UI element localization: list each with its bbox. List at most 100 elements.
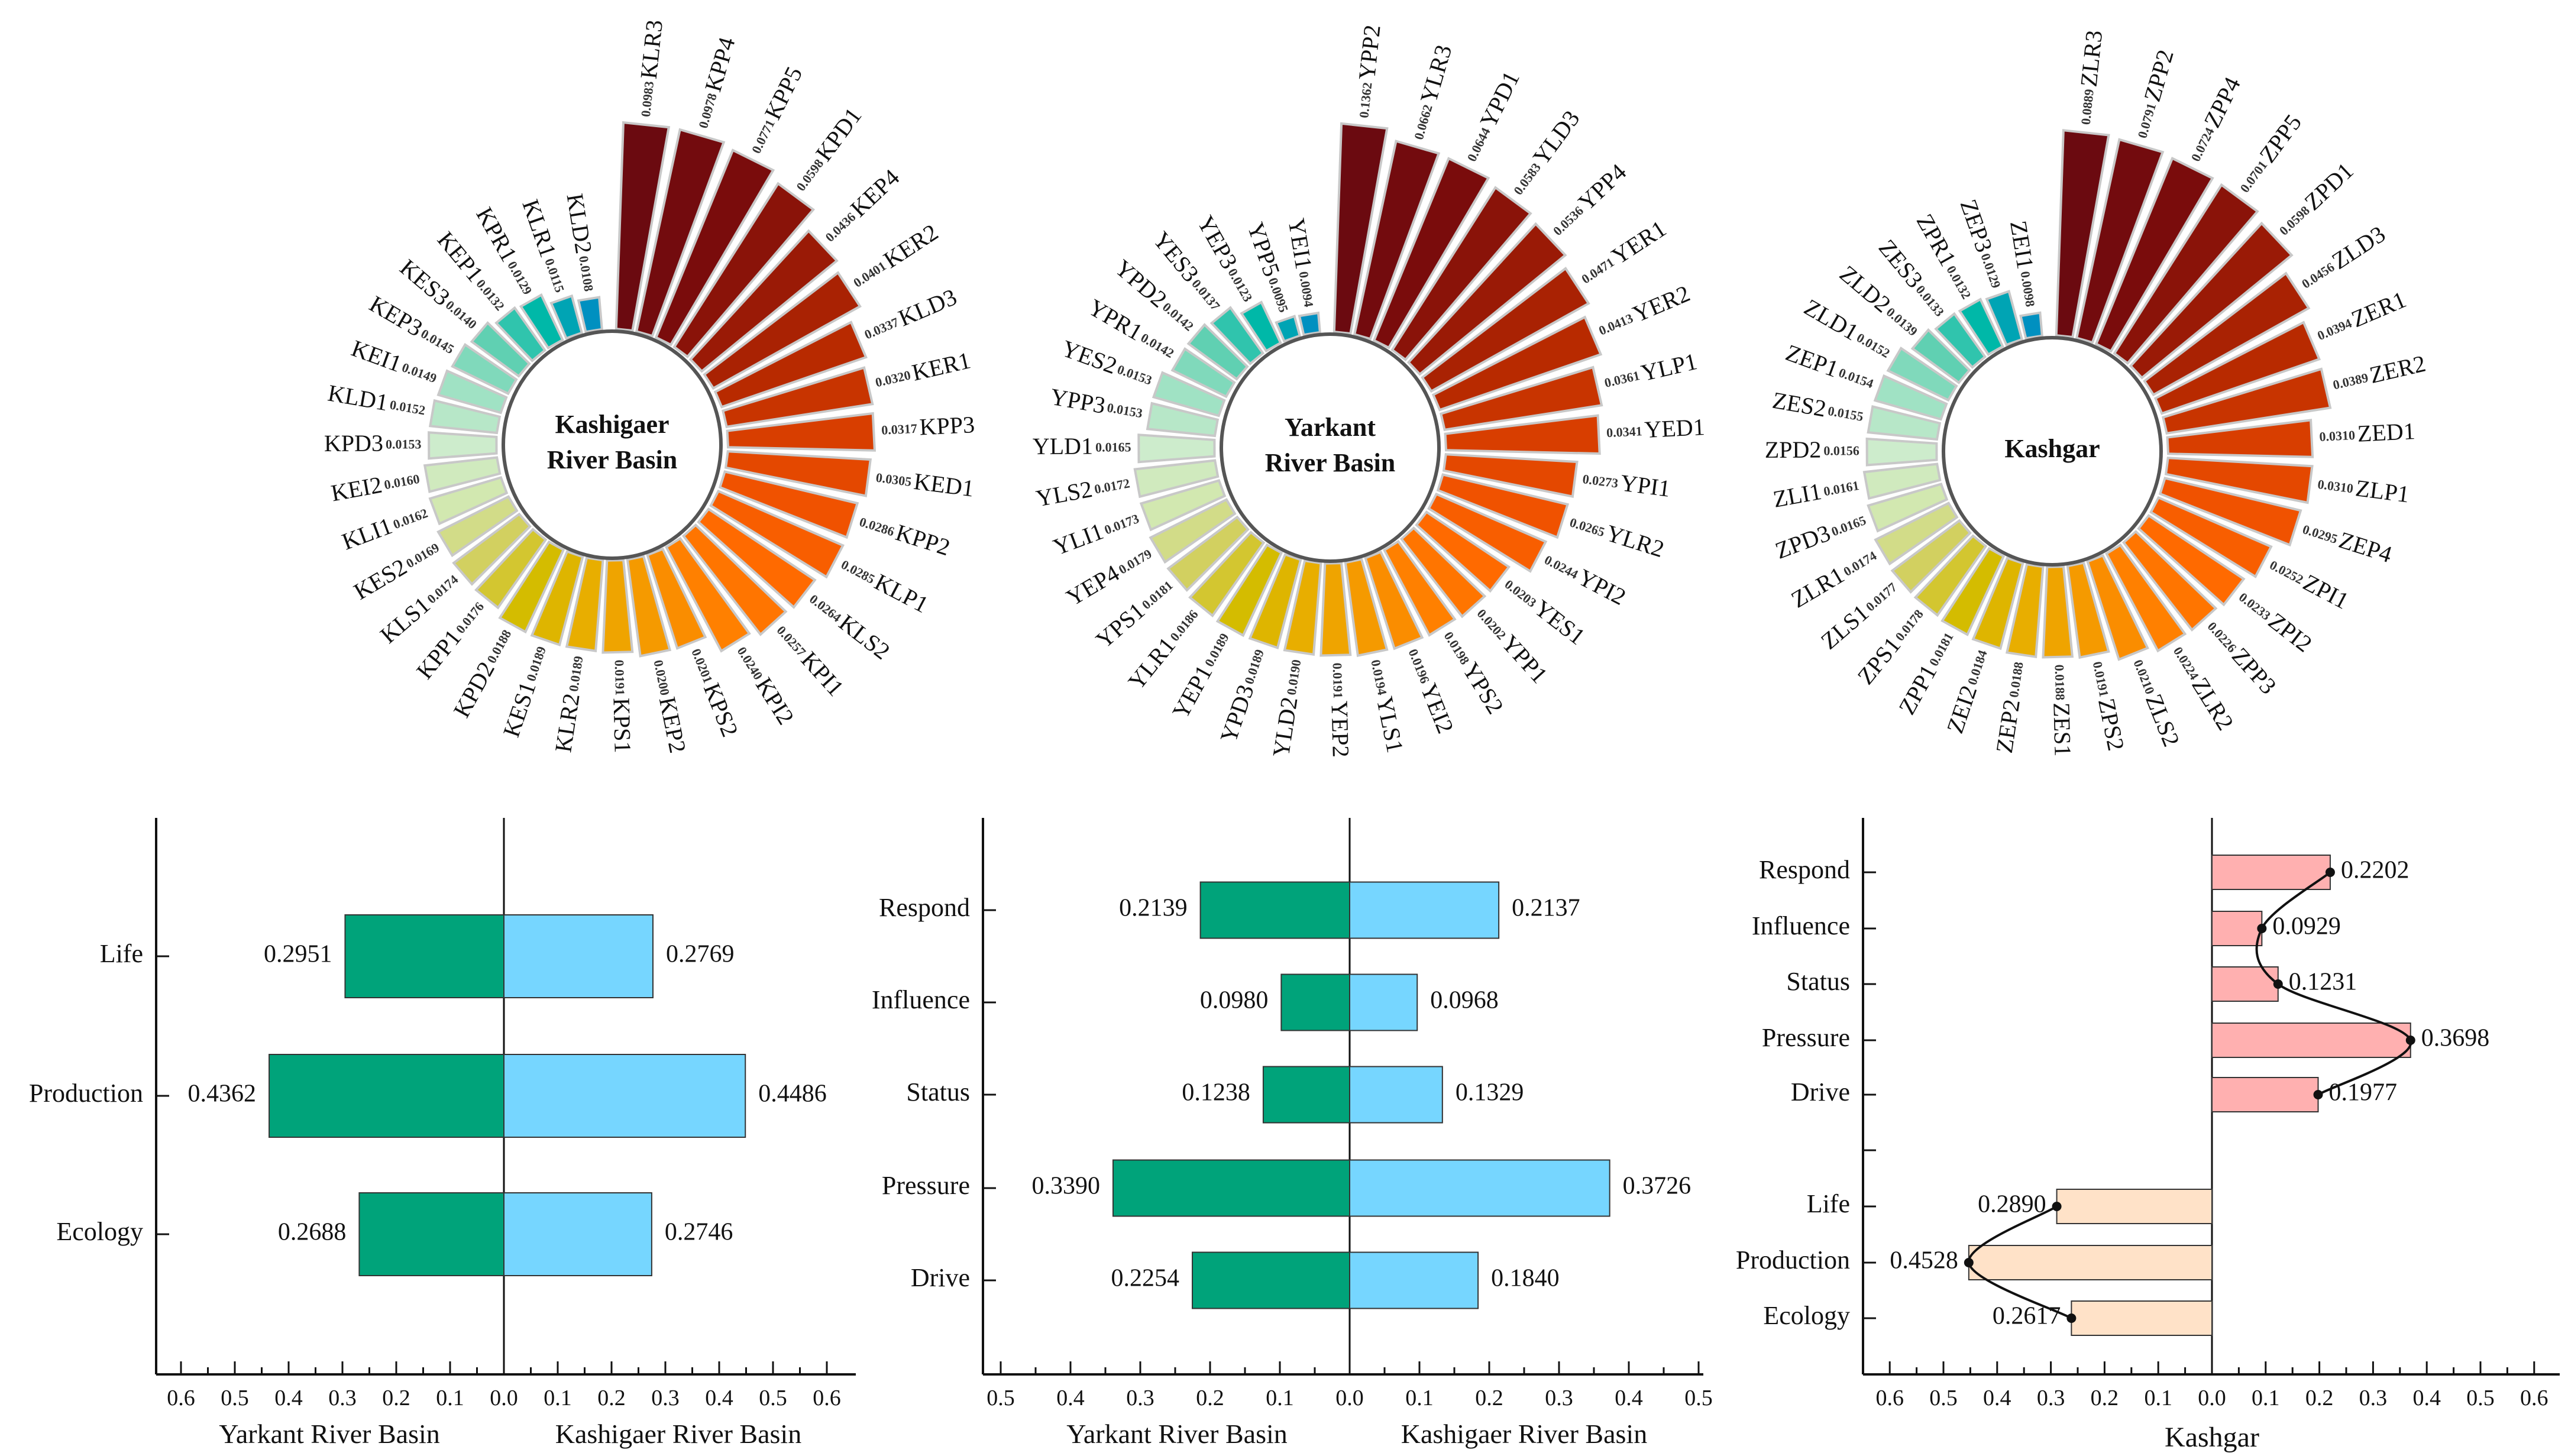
bar-right-pressure xyxy=(1349,1159,1610,1217)
radial-label: 0.0317 KPP3 xyxy=(881,411,975,442)
radial-value-label: 0.0160 xyxy=(383,471,421,492)
radial-category-label: ZES2 xyxy=(1770,387,1828,422)
x-tick-label: 0.2 xyxy=(382,1386,410,1410)
diverging-chart-kashgar: Kashgar 0.6 0.5 0.4 0.3 0.2 0.1 0.0 0.1 0.2 0.3 0.… xyxy=(1736,818,2560,1453)
radial-value-label: 0.0115 xyxy=(542,257,567,295)
x-tick-label: 0.2 xyxy=(597,1386,626,1410)
radial-value-label: 0.0394 xyxy=(2315,316,2353,344)
radial-value-label: 0.0337 xyxy=(862,315,901,342)
radial-value-label: 0.0224 xyxy=(2171,644,2202,682)
radial-category-label: KED1 xyxy=(912,468,975,502)
xlabel-left: Yarkant River Basin xyxy=(1066,1419,1288,1449)
bar-value-label: 0.0980 xyxy=(1200,987,1269,1014)
bar-value-label: 0.1840 xyxy=(1491,1265,1560,1292)
radial-bar-yep4 xyxy=(1149,498,1237,564)
radial-value-label: 0.0152 xyxy=(389,397,426,418)
radial-bar-kpd2 xyxy=(498,540,565,634)
x-tick-label: 0.4 xyxy=(274,1386,303,1410)
radial-value-label: 0.0165 xyxy=(1095,439,1131,454)
radial-label: 0.0791 ZPP2 xyxy=(2128,47,2179,141)
radial-bar-kpr1 xyxy=(519,293,564,350)
y-category-label: Production xyxy=(29,1079,143,1108)
radial-value-label: 0.0154 xyxy=(1837,365,1875,391)
butterfly-chart-dpsir: Yarkant River Basin Kashigaer River Basi… xyxy=(872,818,1713,1449)
radial-label: 0.0310 ZLP1 xyxy=(2316,470,2411,508)
radial-category-label: YES1 xyxy=(1529,594,1590,650)
bar-value-label: 0.2890 xyxy=(1978,1191,2046,1218)
radial-bar-yer2 xyxy=(1431,315,1603,412)
radial-bar-zes1 xyxy=(2042,565,2074,659)
bar-value-label: 0.2688 xyxy=(278,1219,347,1246)
radial-value-label: 0.0310 xyxy=(2319,428,2356,444)
radial-value-label: 0.0265 xyxy=(1568,515,1606,539)
radial-bar-kpp5 xyxy=(654,148,775,347)
radial-value-label: 0.0161 xyxy=(1822,478,1860,499)
bar-right-life xyxy=(503,914,654,998)
xlabel-right: Kashigaer River Basin xyxy=(1401,1419,1647,1449)
radial-value-label: 0.0295 xyxy=(2301,522,2339,546)
radial-label: 0.0598 ZPD1 xyxy=(2272,157,2359,242)
radial-label: 0.0201 KPS2 xyxy=(684,644,743,740)
radial-category-label: ZLR2 xyxy=(2187,673,2239,735)
x-tick-label: 0.3 xyxy=(651,1386,680,1410)
radial-value-label: 0.0123 xyxy=(1225,266,1255,304)
radial-label: 0.0644 YPD1 xyxy=(1458,67,1525,166)
radial-bar-yps2 xyxy=(1383,539,1457,637)
trend-curve-upper xyxy=(2255,871,2412,1096)
bar-value-label: 0.1231 xyxy=(2289,969,2357,996)
radial-value-label: 0.0252 xyxy=(2268,558,2306,587)
radial-title: River Basin xyxy=(547,445,677,474)
bar-upper-status xyxy=(2211,966,2279,1002)
radial-bar-kls1 xyxy=(452,512,532,586)
x-tick-label: 0.0 xyxy=(2198,1386,2226,1410)
radial-value-label: 0.0184 xyxy=(1965,648,1990,687)
radial-bar-yer1 xyxy=(1421,267,1590,393)
radial-value-label: 0.0189 xyxy=(1241,648,1267,686)
radial-category-label: ZPD2 xyxy=(1765,436,1822,463)
radial-bar-zes3 xyxy=(1934,312,1987,369)
butterfly-chart-life-production-ecology: Yarkant River Basin Kashigaer River Basi… xyxy=(29,818,856,1449)
radial-label: 0.0320 KER1 xyxy=(872,347,973,395)
x-tick-label: 0.3 xyxy=(2359,1386,2388,1410)
radial-bar-yes2 xyxy=(1152,371,1226,418)
radial-label: YPD3 0.0189 xyxy=(1215,645,1272,746)
radial-bar-zld3 xyxy=(2143,271,2311,397)
radial-category-label: KPR1 xyxy=(471,203,522,266)
radial-value-label: 0.0137 xyxy=(1189,276,1223,313)
y-category-label: Ecology xyxy=(56,1217,143,1246)
radial-bar-kld2 xyxy=(577,296,603,334)
curve-point xyxy=(1964,1258,1974,1267)
radial-category-label: KEI1 xyxy=(348,335,405,377)
radial-category-label: KPP2 xyxy=(892,519,953,561)
radial-bar-kep4 xyxy=(688,229,839,373)
radial-bar-kei1 xyxy=(436,369,508,415)
radial-bar-zpd1 xyxy=(2129,221,2294,380)
radial-label: 0.0394 ZER1 xyxy=(2313,286,2410,348)
radial-bar-zpi2 xyxy=(2137,514,2246,607)
radial-category-label: ZPS2 xyxy=(2093,696,2130,753)
radial-bar-zlr3 xyxy=(2055,129,2110,339)
radial-category-label: KPD3 xyxy=(324,430,383,457)
x-tick-label: 0.4 xyxy=(1615,1386,1643,1410)
radial-bar-zlr2 xyxy=(2105,543,2187,653)
radial-bar-kpd1 xyxy=(672,182,816,358)
radial-bar-zld1 xyxy=(1886,347,1958,402)
radial-value-label: 0.0181 xyxy=(1926,630,1956,668)
radial-label: 0.0240 KPI2 xyxy=(730,640,800,729)
radial-category-label: ZER1 xyxy=(2347,286,2410,333)
radial-category-label: YPI2 xyxy=(1574,564,1631,610)
radial-bar-kep2 xyxy=(626,555,672,658)
radial-label: 0.0191 ZPS2 xyxy=(2085,659,2130,753)
radial-bar-zls1 xyxy=(1890,519,1972,594)
radial-label: YEI1 0.0094 xyxy=(1283,216,1323,309)
radial-label: 0.0771 KPP5 xyxy=(742,63,807,158)
radial-label: YLD1 0.0165 xyxy=(1033,433,1131,460)
radial-value-label: 0.0179 xyxy=(1116,546,1154,577)
radial-bar-zpp4 xyxy=(2094,156,2214,353)
radial-category-label: KLS2 xyxy=(834,609,895,665)
radial-bar-ypd2 xyxy=(1186,323,1249,381)
radial-value-label: 0.0145 xyxy=(418,326,457,357)
radial-label: 0.0389 ZER2 xyxy=(2330,350,2428,397)
curve-point xyxy=(2066,1313,2077,1323)
radial-category-label: YEI1 xyxy=(1283,216,1317,271)
